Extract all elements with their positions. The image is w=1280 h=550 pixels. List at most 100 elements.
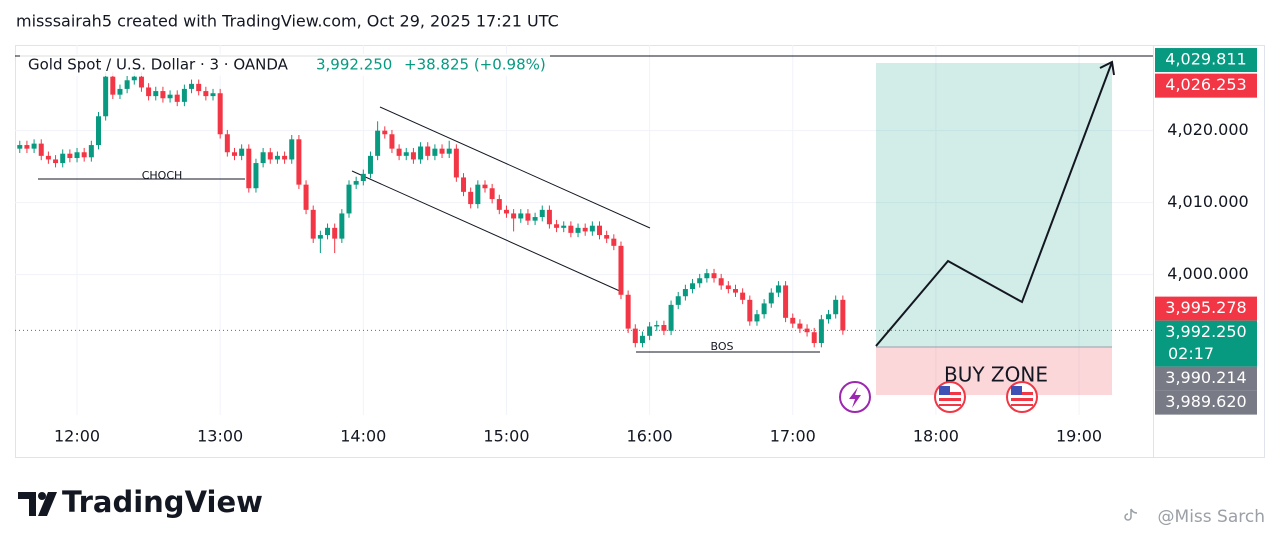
price-label-box <box>1155 296 1257 321</box>
pane-frame <box>15 45 1265 458</box>
candle-body <box>267 152 273 160</box>
price-label-box <box>1155 320 1257 367</box>
buy-zone-label: BUY ZONE <box>944 363 1048 387</box>
candle-body <box>224 134 230 153</box>
candle-body <box>725 285 731 290</box>
candle-body <box>418 146 424 160</box>
y-tick-label: 4,000.000 <box>1167 264 1248 283</box>
candle-body <box>775 285 781 293</box>
candle-body <box>274 155 280 160</box>
candle-body <box>353 181 359 185</box>
candle-body <box>317 235 323 239</box>
candle-body <box>747 299 753 322</box>
candle-body <box>53 159 59 164</box>
candle-body <box>88 145 94 158</box>
price-label-box <box>1155 366 1257 391</box>
candle-body <box>425 146 431 156</box>
candle-body <box>704 273 710 279</box>
candle-body <box>453 148 459 178</box>
candle-body <box>174 94 180 102</box>
candle-body <box>282 155 288 160</box>
candle-body <box>661 325 667 331</box>
candle-body <box>675 296 681 305</box>
price-label-box <box>1155 48 1257 73</box>
brand: TradingView <box>62 485 263 519</box>
legend-bg <box>20 54 550 76</box>
candle-body <box>439 148 445 154</box>
arrow-head <box>1099 60 1115 76</box>
candle-body <box>697 278 703 284</box>
candle-body <box>239 148 245 156</box>
candle-body <box>732 289 738 293</box>
header: misssairah5 created with TradingView.com… <box>16 12 559 31</box>
candle-body <box>682 289 688 297</box>
candle-body <box>389 134 395 149</box>
price-label: 4,026.253 <box>1165 75 1246 94</box>
candle-body <box>761 303 767 315</box>
candle-body <box>475 184 481 205</box>
candle-body <box>167 94 173 99</box>
candle-body <box>604 235 610 239</box>
x-tick-label: 12:00 <box>54 427 100 446</box>
candle-body <box>647 326 653 336</box>
candle-body <box>24 145 30 149</box>
candle-body <box>654 325 660 327</box>
candle-body <box>790 317 796 324</box>
candle-body <box>153 91 159 97</box>
candle-body <box>625 294 631 329</box>
candle-body <box>511 213 517 219</box>
candle-body <box>554 224 560 228</box>
candle-body <box>768 292 774 304</box>
candle-body <box>410 152 416 160</box>
candle-body <box>146 87 152 97</box>
price-label: 3,990.214 <box>1165 368 1246 387</box>
candle-body <box>446 148 452 154</box>
candle-body <box>496 199 502 210</box>
candle-body <box>811 332 817 344</box>
symbol-title: Gold Spot / U.S. Dollar · 3 · OANDA <box>28 56 289 74</box>
candle-body <box>639 335 645 344</box>
candle-body <box>546 209 552 225</box>
candle-body <box>332 227 338 239</box>
candle-body <box>718 278 724 286</box>
x-tick-label: 18:00 <box>913 427 959 446</box>
candle-body <box>67 153 73 159</box>
candle-body <box>196 83 202 92</box>
candle-body <box>833 299 839 315</box>
candle-body <box>96 116 102 146</box>
candle-body <box>217 93 223 135</box>
candle-body <box>131 76 137 81</box>
candle-body <box>310 209 316 239</box>
candle-body <box>690 283 696 290</box>
x-tick-label: 16:00 <box>627 427 673 446</box>
candle-body <box>482 184 488 189</box>
candle-body <box>518 213 524 219</box>
candle-body <box>375 130 381 156</box>
candle-body <box>181 88 187 102</box>
price-label-box <box>1155 73 1257 98</box>
candle-body <box>403 152 409 156</box>
candle-body <box>31 143 37 149</box>
candle-body <box>189 83 195 89</box>
choch-label: CHOCH <box>142 169 183 182</box>
candle-body <box>597 225 603 236</box>
candle-body <box>231 152 237 156</box>
candle-body <box>804 328 810 333</box>
stop-zone <box>876 347 1112 395</box>
candle-body <box>539 209 545 218</box>
candle-body <box>797 323 803 329</box>
x-tick-label: 13:00 <box>197 427 243 446</box>
candle-body <box>296 139 302 185</box>
price-label: 3,992.250 <box>1165 322 1246 341</box>
price-label: 3,989.620 <box>1165 392 1246 411</box>
price-label-box <box>1155 390 1257 415</box>
candle-body <box>138 76 144 88</box>
candle-body <box>489 188 495 200</box>
candle-body <box>711 273 717 279</box>
bos-label: BOS <box>711 340 734 353</box>
candle-body <box>668 304 674 331</box>
event-icon <box>839 381 871 413</box>
us-flag-icon <box>934 381 966 413</box>
projection-arrow <box>875 61 1113 347</box>
